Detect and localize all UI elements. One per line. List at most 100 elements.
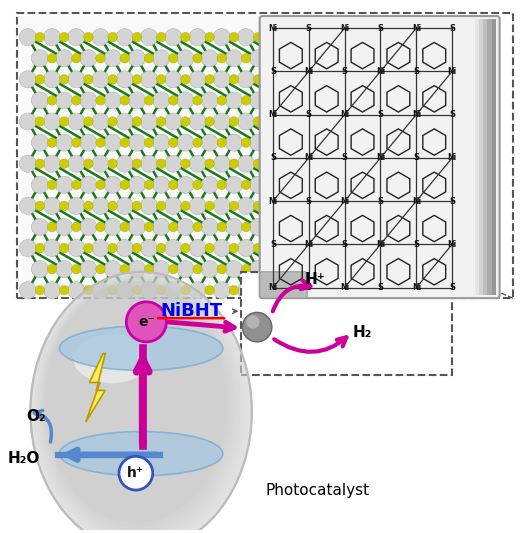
Circle shape <box>140 282 157 298</box>
Circle shape <box>104 261 121 278</box>
Circle shape <box>43 113 60 130</box>
Text: S: S <box>377 197 384 206</box>
Text: S: S <box>413 154 419 163</box>
Text: Ni: Ni <box>448 240 457 249</box>
Text: Ni: Ni <box>340 197 349 206</box>
Circle shape <box>116 240 133 256</box>
Circle shape <box>225 261 242 278</box>
Circle shape <box>80 219 97 236</box>
Circle shape <box>262 282 279 298</box>
Circle shape <box>116 71 133 88</box>
Circle shape <box>128 261 145 278</box>
Circle shape <box>165 29 182 46</box>
Circle shape <box>189 155 206 172</box>
Circle shape <box>225 50 242 67</box>
Circle shape <box>104 50 121 67</box>
Circle shape <box>274 92 291 109</box>
Circle shape <box>201 50 218 67</box>
Circle shape <box>72 264 81 274</box>
Circle shape <box>241 180 251 190</box>
Circle shape <box>116 113 133 130</box>
Circle shape <box>43 197 60 214</box>
Circle shape <box>80 92 97 109</box>
Bar <box>492 19 496 295</box>
Circle shape <box>229 286 239 295</box>
Circle shape <box>177 176 194 193</box>
Circle shape <box>31 219 48 236</box>
Circle shape <box>120 138 129 147</box>
Circle shape <box>31 92 48 109</box>
Circle shape <box>253 201 263 211</box>
Circle shape <box>193 180 202 190</box>
Circle shape <box>189 197 206 214</box>
Circle shape <box>214 155 230 172</box>
Circle shape <box>68 240 85 256</box>
Circle shape <box>165 240 182 256</box>
Bar <box>475 19 479 295</box>
Circle shape <box>31 50 48 67</box>
Ellipse shape <box>45 281 228 523</box>
Circle shape <box>205 75 215 84</box>
Circle shape <box>116 240 133 256</box>
Circle shape <box>92 113 109 130</box>
Circle shape <box>250 219 267 236</box>
FancyBboxPatch shape <box>260 272 307 298</box>
Circle shape <box>128 134 145 151</box>
Circle shape <box>68 155 85 172</box>
Circle shape <box>156 201 166 211</box>
Circle shape <box>205 159 215 168</box>
Circle shape <box>181 201 190 211</box>
Circle shape <box>116 29 133 46</box>
Bar <box>17 13 513 298</box>
Text: Ni: Ni <box>304 67 313 76</box>
Text: O₂: O₂ <box>26 409 46 424</box>
Circle shape <box>237 240 254 256</box>
Circle shape <box>96 264 105 274</box>
Circle shape <box>43 240 60 256</box>
Circle shape <box>84 201 93 211</box>
Circle shape <box>56 176 73 193</box>
Circle shape <box>181 159 190 168</box>
Circle shape <box>19 240 36 256</box>
Circle shape <box>80 134 97 151</box>
Bar <box>241 272 452 375</box>
Circle shape <box>177 92 194 109</box>
Circle shape <box>108 243 117 253</box>
Text: S: S <box>449 110 455 119</box>
Circle shape <box>253 286 263 295</box>
Circle shape <box>165 71 182 88</box>
Circle shape <box>201 176 218 193</box>
Circle shape <box>153 92 170 109</box>
Circle shape <box>68 240 85 256</box>
Circle shape <box>237 197 254 214</box>
Circle shape <box>193 96 202 105</box>
Ellipse shape <box>43 280 231 528</box>
Circle shape <box>193 138 202 147</box>
Text: Ni: Ni <box>412 283 421 292</box>
FancyBboxPatch shape <box>260 16 500 298</box>
Circle shape <box>214 240 230 256</box>
Circle shape <box>104 134 121 151</box>
Circle shape <box>31 261 48 278</box>
Circle shape <box>92 197 109 214</box>
Circle shape <box>237 29 254 46</box>
Circle shape <box>43 197 60 214</box>
Circle shape <box>225 92 242 109</box>
Circle shape <box>153 261 170 278</box>
Circle shape <box>214 155 230 172</box>
Circle shape <box>19 282 36 298</box>
Circle shape <box>92 71 109 88</box>
Circle shape <box>201 176 218 193</box>
Circle shape <box>84 75 93 84</box>
Circle shape <box>108 159 117 168</box>
Circle shape <box>116 113 133 130</box>
Text: S: S <box>306 110 312 119</box>
Circle shape <box>262 71 279 88</box>
Circle shape <box>104 219 121 236</box>
Circle shape <box>237 240 254 256</box>
Circle shape <box>189 71 206 88</box>
Circle shape <box>84 33 93 42</box>
Text: S: S <box>449 23 455 33</box>
Ellipse shape <box>39 277 238 533</box>
Circle shape <box>156 159 166 168</box>
